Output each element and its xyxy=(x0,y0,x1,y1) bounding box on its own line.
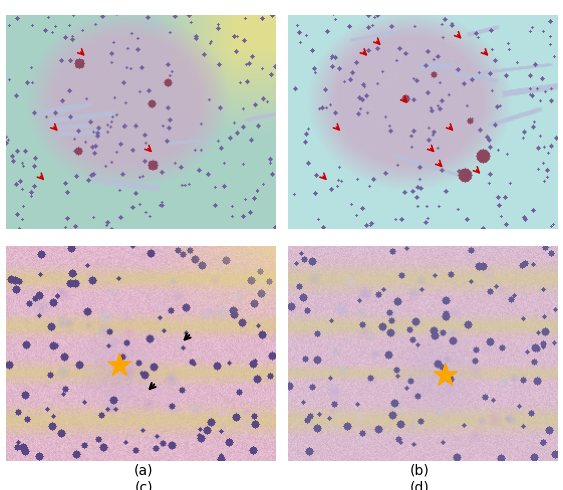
Text: (c): (c) xyxy=(135,480,153,490)
Text: (d): (d) xyxy=(409,480,430,490)
Point xyxy=(440,371,449,379)
Point xyxy=(115,361,124,368)
Text: (b): (b) xyxy=(409,463,430,477)
Text: (a): (a) xyxy=(134,463,153,477)
